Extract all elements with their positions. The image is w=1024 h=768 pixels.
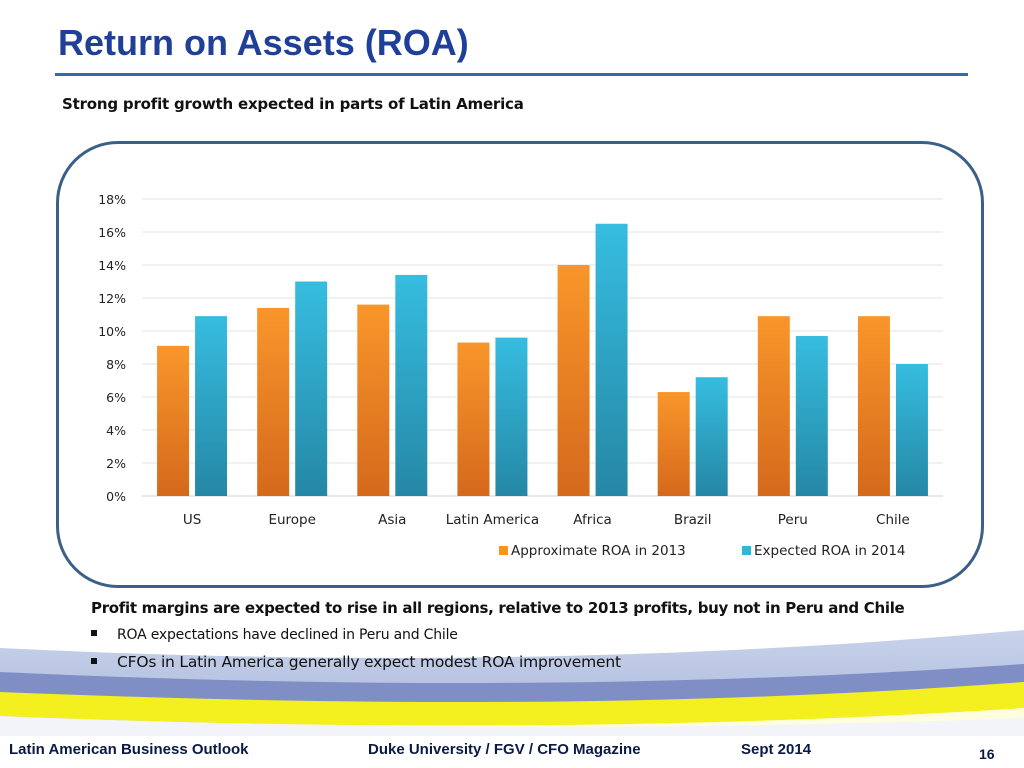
x-tick-label: Brazil [674,512,712,528]
slide-subtitle: Strong profit growth expected in parts o… [62,95,524,113]
bar-2014 [895,364,928,496]
bar-2013 [357,304,390,496]
x-tick-label: Peru [778,512,808,528]
bar-2013 [857,316,890,496]
title-underline [55,73,968,76]
y-tick-label: 6% [106,390,126,405]
footer-sources: Duke University / FGV / CFO Magazine [368,741,641,758]
legend-swatch [742,546,751,555]
note-heading: Profit margins are expected to rise in a… [91,599,905,617]
legend-label: Expected ROA in 2014 [754,543,906,559]
bullet-text: CFOs in Latin America generally expect m… [117,653,621,671]
bar-2013 [657,392,690,496]
y-tick-label: 2% [106,456,126,471]
bar-2014 [795,335,828,496]
roa-bar-chart: 0% 2% 4% 6% 8% 10% 12% 14% 16% 18% US Europe Asia Lat… [98,192,943,559]
bar-2013 [557,265,590,496]
bar-2013 [457,342,490,496]
page-number: 16 [979,746,995,762]
x-tick-label: Africa [573,512,612,528]
y-tick-label: 14% [98,258,126,273]
bar-2013 [257,307,290,496]
bullet-item: ROA expectations have declined in Peru a… [91,627,458,643]
bar-2013 [157,345,190,496]
bar-2014 [295,281,328,496]
y-tick-label: 18% [98,192,126,207]
legend-swatch [499,546,508,555]
y-tick-label: 8% [106,357,126,372]
x-tick-label: Europe [268,512,315,528]
footer-date: Sept 2014 [741,741,812,758]
chart-frame: 0% 2% 4% 6% 8% 10% 12% 14% 16% 18% US Europe Asia Lat… [56,141,984,588]
slide-title: Return on Assets (ROA) [58,22,469,63]
bar-2014 [695,377,728,496]
y-tick-label: 10% [98,324,126,339]
bar-2014 [195,316,228,496]
y-tick-label: 4% [106,423,126,438]
x-tick-label: US [183,512,201,528]
bar-2014 [495,337,528,496]
x-tick-label: Chile [876,512,910,528]
bar-2014 [395,274,428,496]
bar-2013 [757,316,790,496]
bar-2014 [595,223,628,496]
bullet-item: CFOs in Latin America generally expect m… [91,653,621,671]
y-tick-label: 0% [106,489,126,504]
y-tick-label: 12% [98,291,126,306]
x-tick-label: Asia [378,512,406,528]
footer-publication: Latin American Business Outlook [9,741,249,758]
bullet-text: ROA expectations have declined in Peru a… [117,627,458,643]
square-bullet-icon [91,657,97,664]
legend-label: Approximate ROA in 2013 [511,543,686,559]
square-bullet-icon [91,630,97,636]
y-tick-label: 16% [98,225,126,240]
x-tick-label: Latin America [446,512,539,528]
footer-swoosh-graphic [0,630,1024,768]
